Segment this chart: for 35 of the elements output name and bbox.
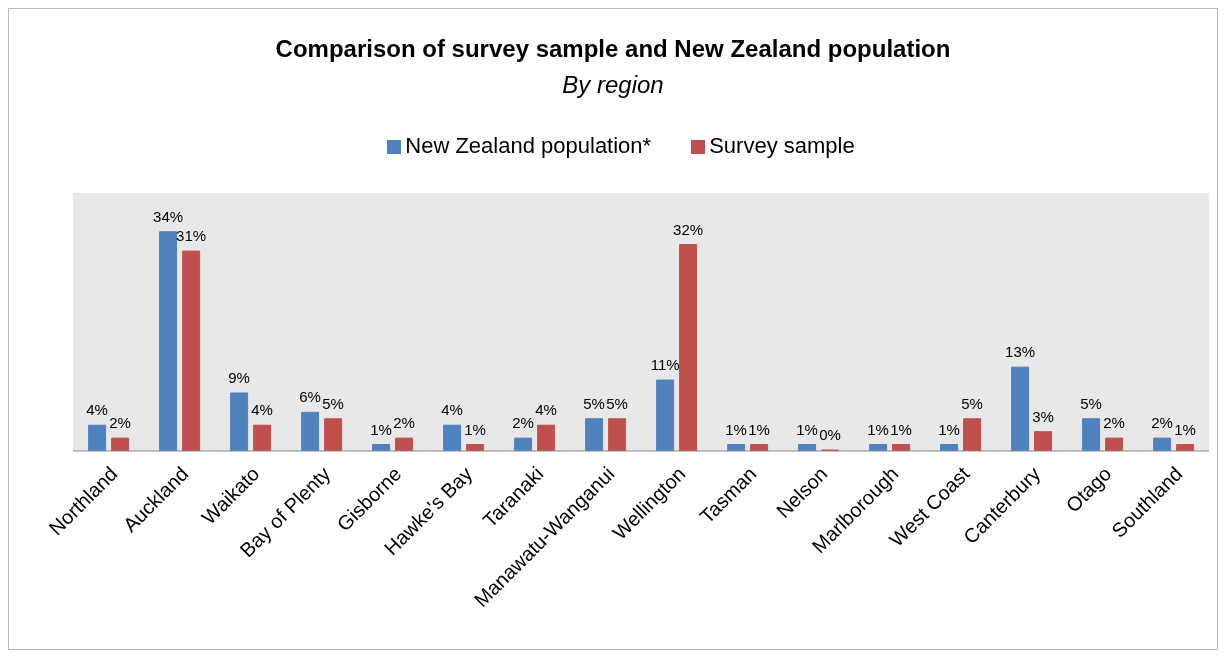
data-label: 1%	[890, 420, 912, 438]
legend-label: New Zealand population*	[405, 133, 652, 158]
data-label: 1%	[867, 420, 889, 438]
data-label: 2%	[512, 414, 534, 432]
data-label: 1%	[370, 420, 392, 438]
chart-title: Comparison of survey sample and New Zealand population	[274, 35, 952, 63]
chart-subtitle: By region	[561, 71, 665, 99]
data-label: 4%	[86, 401, 108, 419]
data-label: 6%	[299, 388, 321, 406]
data-label: 5%	[961, 394, 983, 412]
data-label: 4%	[535, 401, 557, 419]
data-label: 11%	[650, 356, 680, 374]
data-label: 2%	[1151, 414, 1173, 432]
data-label: 1%	[748, 420, 770, 438]
data-label: 4%	[251, 401, 273, 419]
data-label: 9%	[228, 368, 250, 386]
data-label: 1%	[938, 420, 960, 438]
data-label: 13%	[1005, 343, 1036, 361]
data-label: 34%	[153, 207, 184, 225]
data-label: 1%	[796, 420, 818, 438]
data-label: 32%	[673, 220, 704, 238]
data-label: 5%	[322, 394, 344, 412]
data-label: 2%	[1103, 414, 1125, 432]
data-label: 4%	[441, 401, 463, 419]
data-label: 2%	[393, 414, 415, 432]
data-label: 5%	[1080, 394, 1102, 412]
data-label: 5%	[583, 394, 605, 412]
legend-label: Survey sample	[709, 133, 855, 158]
data-label: 2%	[109, 414, 131, 432]
data-label: 3%	[1032, 407, 1054, 425]
data-label: 1%	[725, 420, 747, 438]
data-label: 0%	[819, 426, 841, 443]
data-label: 5%	[606, 394, 628, 412]
data-label: 1%	[1174, 420, 1196, 438]
data-label: 1%	[464, 420, 486, 438]
